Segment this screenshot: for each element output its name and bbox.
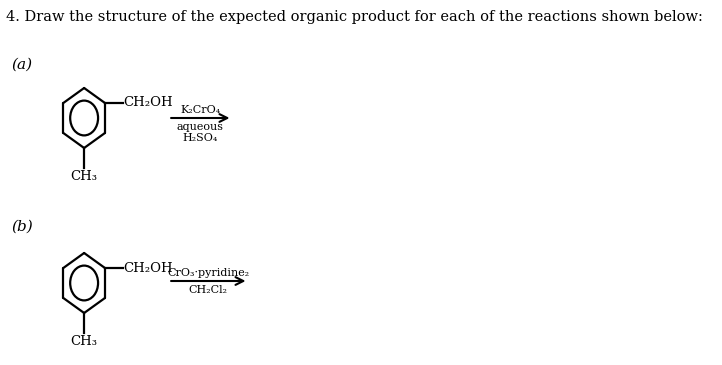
Text: 4. Draw the structure of the expected organic product for each of the reactions : 4. Draw the structure of the expected or… xyxy=(6,10,703,24)
Text: (b): (b) xyxy=(12,220,33,234)
Text: H₂SO₄: H₂SO₄ xyxy=(183,133,218,143)
Text: aqueous: aqueous xyxy=(177,122,224,132)
Text: CH₂Cl₂: CH₂Cl₂ xyxy=(189,285,228,295)
Text: CH₃: CH₃ xyxy=(71,170,97,183)
Text: CH₃: CH₃ xyxy=(71,335,97,348)
Text: CH₂OH: CH₂OH xyxy=(123,261,173,274)
Text: CH₂OH: CH₂OH xyxy=(123,96,173,109)
Text: (a): (a) xyxy=(12,58,32,72)
Text: K₂CrO₄: K₂CrO₄ xyxy=(180,105,220,115)
Text: CrO₃·pyridine₂: CrO₃·pyridine₂ xyxy=(168,268,249,278)
